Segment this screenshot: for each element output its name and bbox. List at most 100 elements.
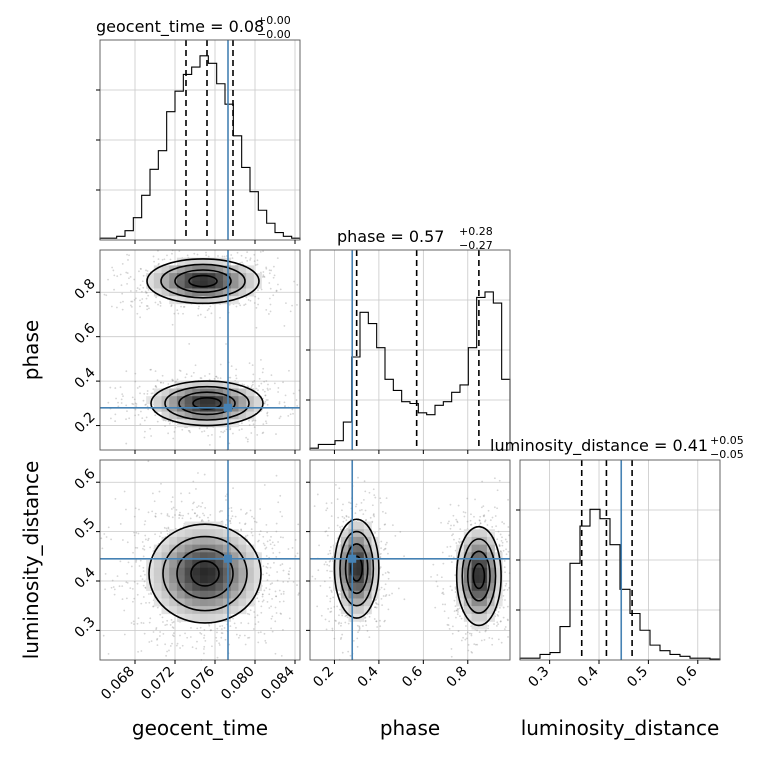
panel-geocent-time-vs-phase-cell	[192, 411, 201, 420]
panel-geocent-time-vs-luminosity-distance-cell	[184, 575, 193, 584]
panel-geocent-time-vs-luminosity-distance-point	[279, 564, 282, 567]
panel-phase-vs-luminosity-distance-point	[484, 630, 487, 633]
panel-phase-vs-luminosity-distance-point	[505, 553, 508, 556]
panel-phase-vs-luminosity-distance-cell	[356, 606, 365, 615]
panel-phase-vs-luminosity-distance-point	[382, 595, 385, 597]
panel-phase-vs-luminosity-distance-point	[325, 628, 328, 631]
panel-phase-vs-luminosity-distance-point	[358, 627, 361, 630]
panel-geocent-time-vs-phase-point	[207, 307, 210, 310]
panel-geocent-time-vs-luminosity-distance-point	[133, 623, 135, 625]
panel-geocent-time-vs-phase-cell	[223, 265, 232, 274]
panel-phase-vs-luminosity-distance-point	[381, 573, 384, 576]
panel-geocent-time-vs-luminosity-distance-point	[186, 636, 189, 639]
panel-geocent-time-vs-luminosity-distance-point	[266, 566, 269, 569]
panel-geocent-time-vs-phase-cell	[192, 273, 201, 282]
panel-phase-vs-luminosity-distance-cell	[371, 552, 380, 561]
panel-geocent-time-vs-phase-point	[230, 254, 233, 256]
panel-geocent-time-vs-luminosity-distance-point	[297, 594, 300, 596]
panel-phase-vs-luminosity-distance-point	[383, 620, 386, 623]
panel-geocent-time-vs-luminosity-distance-cell	[161, 552, 170, 561]
panel-phase-vs-luminosity-distance-point	[364, 519, 367, 522]
xtick-label-phase-2: 0.6	[399, 663, 426, 690]
panel-geocent-time-vs-phase-cell	[200, 396, 208, 405]
panel-phase-vs-luminosity-distance-point	[503, 560, 506, 562]
panel-geocent-time-vs-luminosity-distance-point	[270, 535, 272, 538]
panel-phase-vs-luminosity-distance-point	[444, 603, 447, 606]
panel-phase-vs-luminosity-distance-point	[453, 524, 455, 527]
panel-phase-vs-luminosity-distance-point	[441, 551, 444, 554]
panel-geocent-time-vs-phase-point	[109, 386, 112, 389]
panel-geocent-time-vs-luminosity-distance-point	[265, 546, 268, 549]
panel-geocent-time-vs-luminosity-distance-point	[170, 508, 173, 510]
panel-geocent-time-vs-luminosity-distance-point	[143, 548, 146, 551]
panel-geocent-time-vs-phase-point	[193, 252, 196, 255]
panel-phase-vs-luminosity-distance-point	[446, 623, 449, 626]
panel-phase-vs-luminosity-distance-point	[329, 559, 332, 562]
panel-geocent-time-vs-luminosity-distance-cell	[200, 521, 208, 530]
panel-phase-vs-luminosity-distance-point	[470, 634, 473, 637]
panel-geocent-time-vs-luminosity-distance-point	[294, 555, 297, 557]
title-luminosity-distance-sub: −0.05	[710, 448, 744, 461]
panel-geocent-time-vs-luminosity-distance-point	[244, 643, 247, 646]
panel-geocent-time-vs-luminosity-distance-point	[216, 627, 219, 630]
panel-phase-vs-luminosity-distance-point	[403, 555, 405, 558]
panel-geocent-time-vs-luminosity-distance-point	[166, 650, 168, 653]
panel-geocent-time-vs-luminosity-distance-point	[200, 520, 203, 522]
panel-geocent-time-vs-luminosity-distance-point	[112, 586, 115, 588]
panel-geocent-time-vs-luminosity-distance-point	[162, 621, 164, 623]
panel-geocent-time-vs-luminosity-distance-point	[141, 541, 144, 543]
panel-geocent-time-vs-phase-point	[248, 362, 251, 365]
panel-phase-vs-luminosity-distance-point	[491, 516, 494, 519]
panel-geocent-time-vs-luminosity-distance-point	[218, 642, 221, 645]
panel-geocent-time-vs-luminosity-distance-cell	[176, 552, 185, 561]
panel-phase-vs-luminosity-distance-point	[331, 570, 333, 573]
panel-phase-vs-luminosity-distance-point	[341, 525, 344, 528]
panel-geocent-time-vs-phase-point	[117, 405, 120, 408]
panel-geocent-time-vs-luminosity-distance-point	[265, 524, 268, 526]
panel-geocent-time-vs-phase-point	[157, 258, 160, 261]
panel-phase-vs-luminosity-distance-point	[338, 614, 340, 617]
panel-geocent-time-vs-luminosity-distance-point	[134, 507, 137, 510]
panel-geocent-time-vs-phase-point	[113, 288, 115, 291]
panel-geocent-time-vs-luminosity-distance-point	[154, 515, 157, 518]
panel-geocent-time-vs-phase-point	[262, 250, 264, 253]
panel-phase-vs-luminosity-distance-point	[341, 614, 344, 617]
panel-phase-vs-luminosity-distance-point	[327, 553, 330, 556]
panel-phase-vs-luminosity-distance-point	[394, 534, 397, 537]
panel-geocent-time-vs-luminosity-distance-cell	[230, 575, 239, 584]
panel-geocent-time-vs-luminosity-distance-point	[264, 547, 267, 550]
panel-geocent-time-vs-phase-point	[255, 387, 258, 390]
panel-geocent-time-vs-luminosity-distance-point	[278, 589, 281, 592]
panel-phase-vs-luminosity-distance-cell	[363, 529, 372, 538]
panel-geocent-time-vs-phase-point	[221, 255, 224, 258]
panel-geocent-time-vs-luminosity-distance-point	[288, 577, 291, 580]
panel-phase-vs-luminosity-distance-point	[383, 523, 386, 526]
panel-geocent-time-vs-phase-cell	[230, 388, 239, 397]
panel-geocent-time-vs-luminosity-distance-point	[148, 621, 151, 624]
panel-geocent-time-vs-luminosity-distance-point	[273, 544, 276, 547]
panel-geocent-time-vs-luminosity-distance-point	[223, 627, 226, 629]
panel-geocent-time-vs-phase-point	[240, 422, 243, 425]
panel-phase-vs-luminosity-distance-cell	[371, 583, 380, 592]
panel-phase-vs-luminosity-distance-point	[374, 531, 376, 534]
panel-geocent-time-vs-phase-point	[263, 390, 266, 393]
panel-geocent-time-vs-phase-point	[140, 268, 142, 270]
panel-geocent-time-vs-luminosity-distance-point	[172, 621, 175, 623]
panel-geocent-time-vs-luminosity-distance-point	[158, 490, 161, 493]
panel-geocent-time-vs-phase-point	[173, 431, 176, 433]
panel-geocent-time-vs-phase-point	[186, 254, 189, 257]
panel-geocent-time-vs-phase-contour-1-0	[192, 396, 222, 410]
panel-geocent-time-vs-phase-point	[259, 271, 262, 274]
panel-geocent-time-vs-luminosity-distance-cell	[223, 613, 232, 622]
panel-geocent-time-vs-luminosity-distance-point	[160, 482, 162, 485]
panel-geocent-time-vs-luminosity-distance-point	[196, 506, 198, 509]
panel-geocent-time-vs-phase-point	[115, 397, 117, 400]
panel-phase-vs-luminosity-distance-point	[357, 476, 359, 479]
panel-geocent-time-vs-luminosity-distance-point	[141, 547, 144, 550]
panel-geocent-time-vs-luminosity-distance-point	[144, 534, 147, 537]
panel-geocent-time-vs-luminosity-distance-point	[279, 494, 282, 497]
panel-phase-vs-luminosity-distance-point	[345, 515, 348, 518]
panel-phase-vs-luminosity-distance-point	[498, 606, 501, 609]
panel-geocent-time-vs-luminosity-distance-point	[182, 525, 185, 528]
panel-geocent-time-vs-luminosity-distance-cell	[223, 590, 232, 599]
